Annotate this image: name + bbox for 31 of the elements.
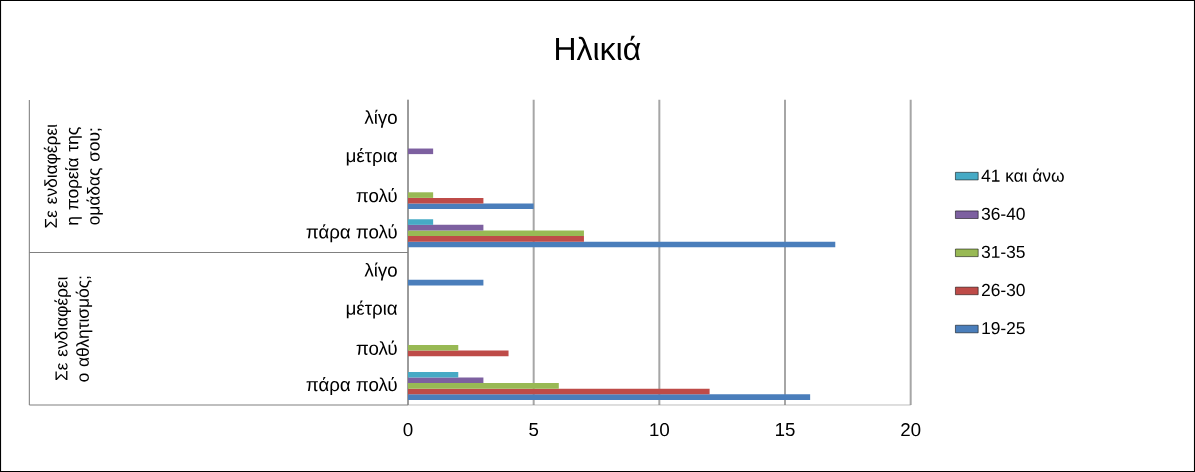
bar [408,394,811,400]
x-tick-label: 10 [650,423,669,437]
text: Σε ενδιαφέρει η πορεία της ομάδας σου; [43,124,103,228]
y-tick-label: πολύ [356,340,397,355]
chart-title: Ηλικιά [556,35,641,61]
bar [408,203,534,210]
bar [408,236,584,242]
legend-label: 26-30 [982,283,1025,297]
text: Σε ενδιαφέρει ο αθλητισμός; [54,276,93,382]
bar [408,230,584,237]
bar [408,192,434,198]
x-tick-label: 5 [529,423,539,437]
x-tick-label: 20 [901,423,921,437]
bar [408,371,459,378]
legend-label: 41 και άνω [981,168,1064,182]
y-tick-label: μέτρια [346,147,398,166]
y-tick-label: πάρα πολύ [306,224,397,243]
y-tick-label: πάρα πολύ [306,376,397,395]
y-tick-label: μέτρια [346,300,398,319]
bar [408,383,559,389]
bar [408,344,459,351]
legend-label: 19-25 [982,321,1025,335]
y-tick-label: πολύ [356,187,397,203]
legend-label: 36-40 [981,207,1025,220]
bar [408,350,509,357]
y-tick-label: λίγο [364,109,397,128]
x-tick-label: 0 [403,423,413,437]
bar [408,219,434,225]
y-tick-label: λίγο [364,262,397,281]
x-tick-label: 15 [776,423,795,437]
legend-label: 31-35 [981,245,1025,259]
